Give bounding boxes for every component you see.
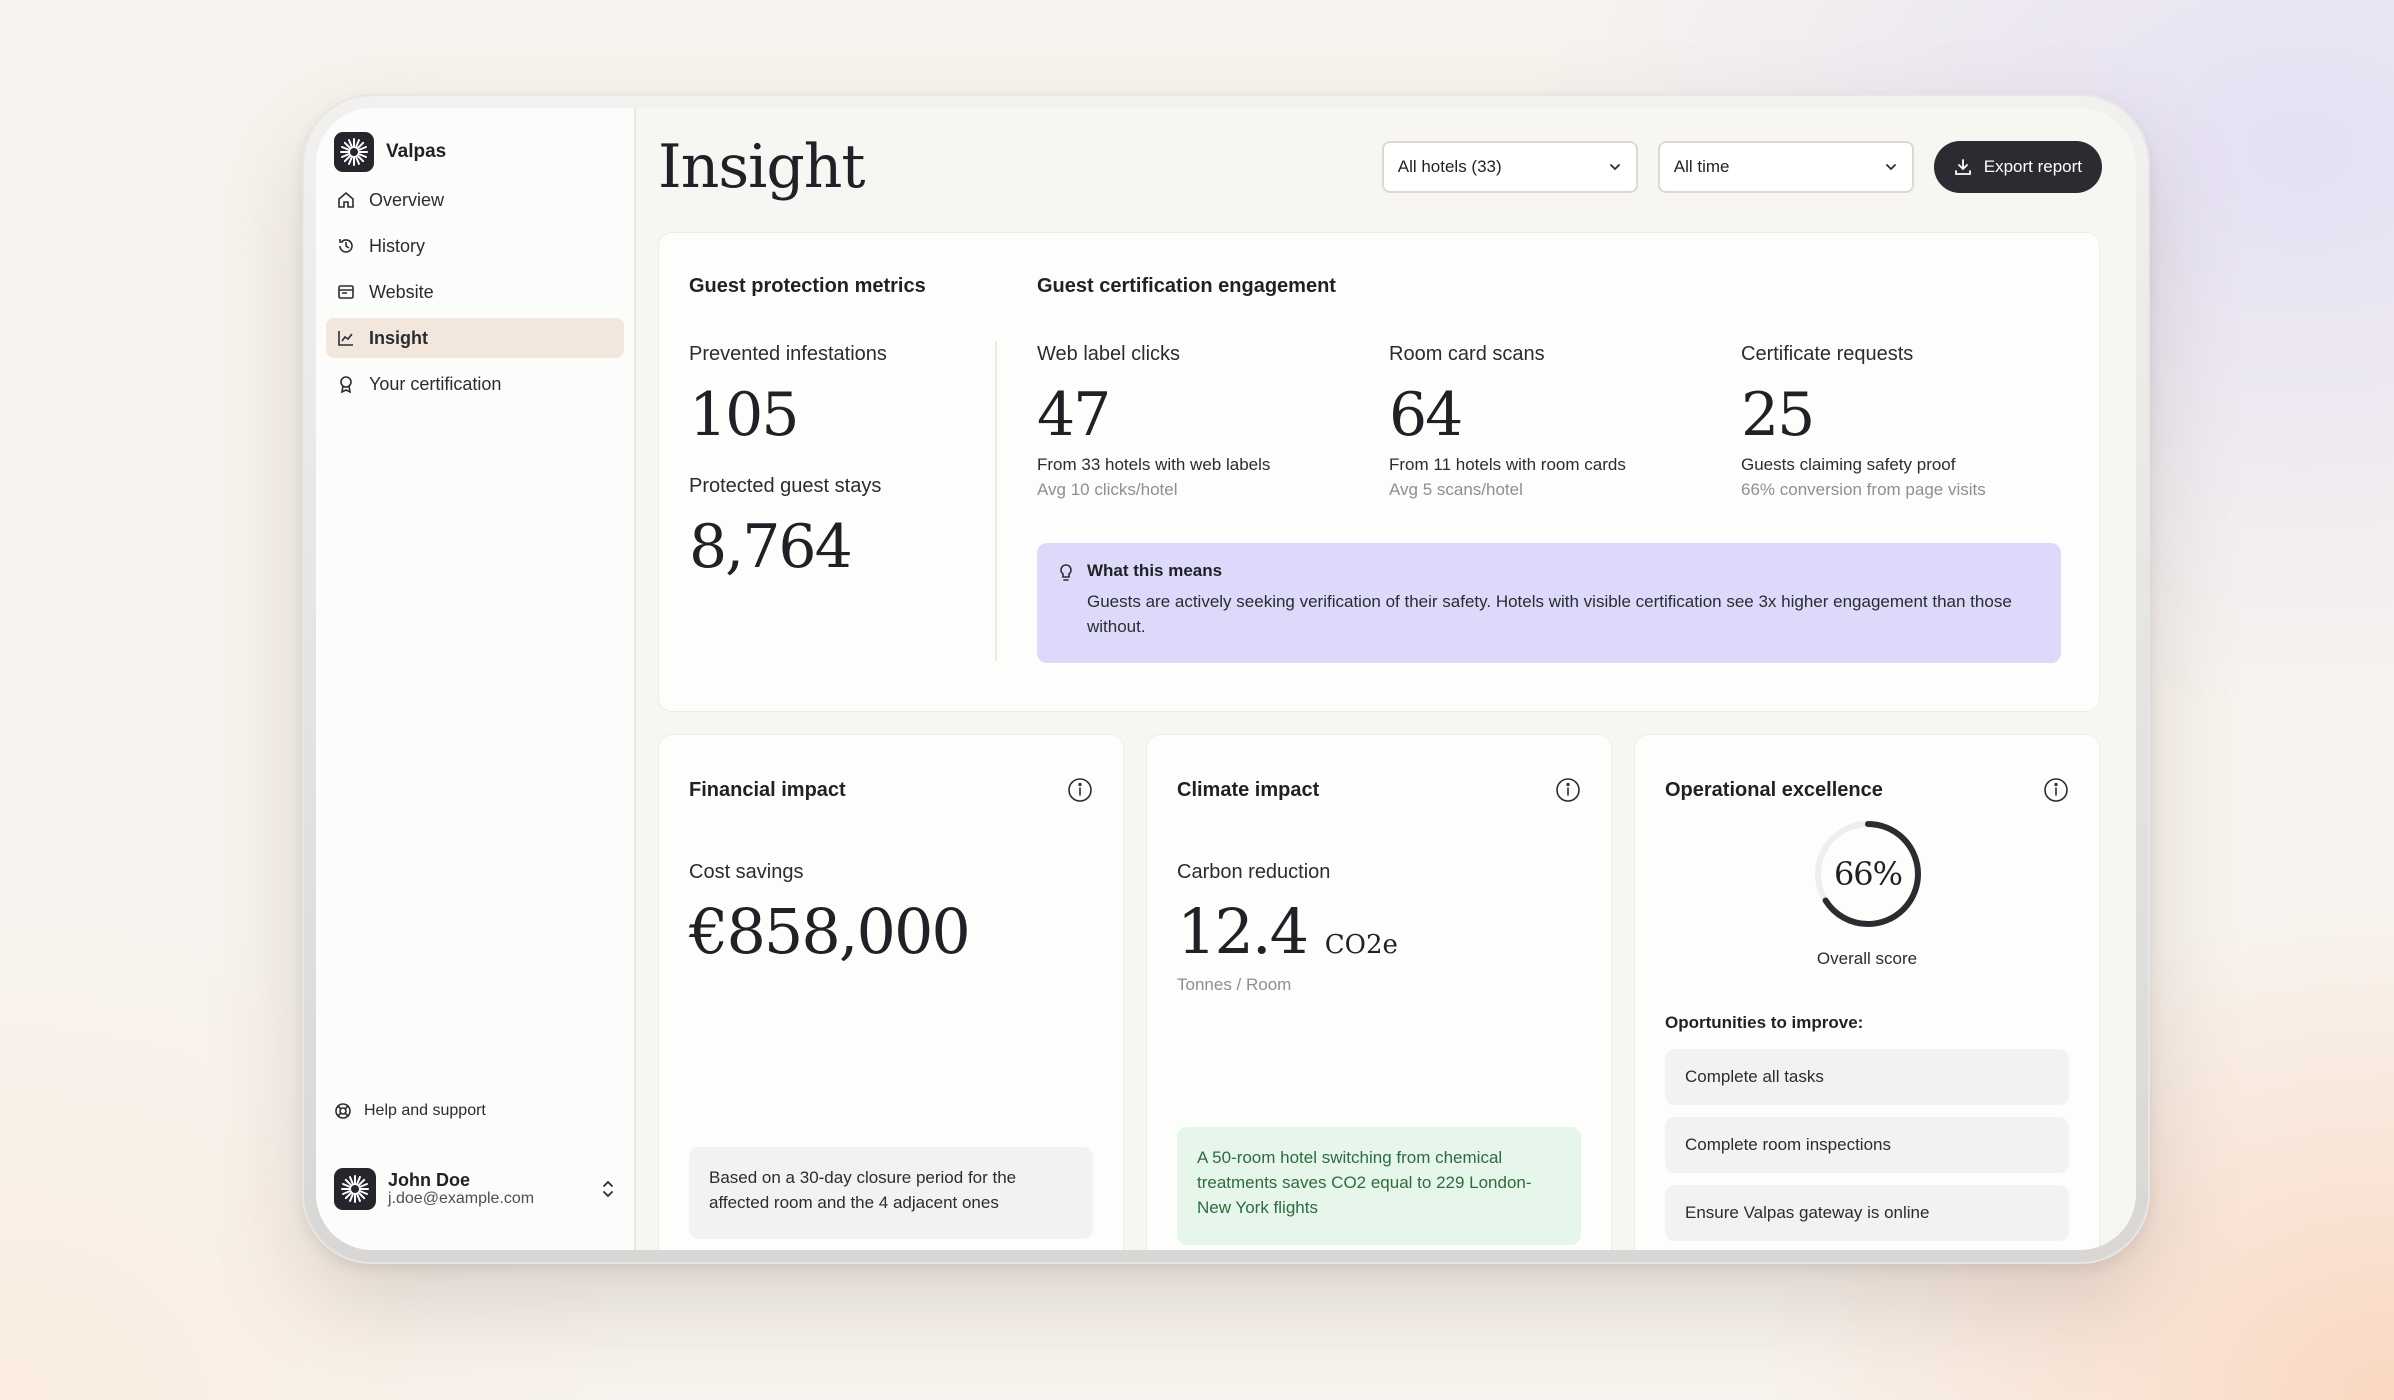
room-scans-label: Room card scans [1389,343,1545,365]
sidebar-item-label: History [369,235,426,256]
financial-impact-card: Financial impact Cost savings €858,000 B… [658,734,1124,1250]
lightbulb-icon [1060,564,1072,581]
brand[interactable]: Valpas [326,130,624,174]
opportunities-title: Oportunities to improve: [1665,1013,1864,1032]
climate-title: Climate impact [1177,779,1320,801]
sidebar-item-label: Website [369,281,434,302]
info-icon[interactable] [1555,777,1581,803]
tablet-frame: Valpas Overview History Website Insight [302,94,2150,1264]
carbon-label: Carbon reduction [1177,861,1331,883]
web-clicks-label: Web label clicks [1037,343,1181,365]
user-menu[interactable]: John Doe j.doe@example.com [334,1168,616,1210]
cost-savings-label: Cost savings [689,861,804,883]
opportunity-item[interactable]: Complete room inspections [1665,1117,2069,1173]
hotels-select-value: All hotels (33) [1397,157,1502,176]
financial-title: Financial impact [689,779,846,801]
carbon-number: 12.4 [1177,895,1309,968]
prevented-value: 105 [689,380,800,450]
cert-requests-label: Certificate requests [1741,343,1914,365]
carbon-sub: Tonnes / Room [1177,975,1292,994]
brand-name: Valpas [386,141,447,162]
cert-requests-value: 25 [1741,380,1815,450]
sidebar-item-website[interactable]: Website [326,272,624,312]
avatar [334,1168,376,1210]
sidebar-item-overview[interactable]: Overview [326,180,624,220]
browser-icon [338,285,354,299]
score-gauge-arc [1815,821,1921,927]
info-icon[interactable] [2043,777,2069,803]
download-icon [1954,159,1971,175]
hotels-select[interactable]: All hotels (33) [1381,141,1638,193]
sidebar: Valpas Overview History Website Insight [316,108,636,1250]
score-label: Overall score [1816,949,1918,968]
info-icon[interactable] [1067,777,1093,803]
cost-savings-value: €858,000 [689,895,971,968]
carbon-unit: CO2e [1324,930,1398,960]
climate-impact-card: Climate impact Carbon reduction 12.4 CO2… [1146,734,1612,1250]
home-icon [338,191,354,208]
stays-label: Protected guest stays [689,475,882,497]
score-gauge: 66% [1815,821,1921,927]
prevented-label: Prevented infestations [689,343,887,365]
export-report-label: Export report [1983,157,2082,176]
callout-text: Guests are actively seeking verification… [1087,592,2012,636]
export-report-button[interactable]: Export report [1933,141,2102,193]
user-email: j.doe@example.com [388,1190,535,1207]
page-title: Insight [658,132,865,202]
help-and-support-link[interactable]: Help and support [334,1102,486,1120]
chart-icon [338,331,353,346]
sidebar-item-insight[interactable]: Insight [326,318,624,358]
operational-excellence-card: Operational excellence 66% Overall score… [1634,734,2100,1250]
sidebar-item-certification[interactable]: Your certification [326,364,624,404]
opportunity-item[interactable]: Ensure Valpas gateway is online [1665,1185,2069,1241]
time-select[interactable]: All time [1657,141,1914,193]
cert-requests-sub: Guests claiming safety proof [1741,455,1956,474]
filters: All hotels (33) All time Export report [1381,141,2102,193]
what-this-means-callout: What this means Guests are actively seek… [1037,543,2061,663]
user-name: John Doe [388,1170,471,1190]
room-scans-value: 64 [1389,380,1463,450]
opportunity-item[interactable]: Complete all tasks [1665,1049,2069,1105]
sidebar-item-history[interactable]: History [326,226,624,266]
room-scans-avg: Avg 5 scans/hotel [1389,480,1523,499]
app-screen: Valpas Overview History Website Insight [316,108,2136,1250]
sidebar-item-label: Your certification [369,373,502,394]
lifebuoy-icon [335,1103,351,1119]
room-scans-sub: From 11 hotels with room cards [1389,455,1626,474]
time-select-value: All time [1673,157,1730,176]
chevron-down-icon [1885,164,1896,171]
valpas-logo-icon [334,132,374,172]
chevron-up-down-icon[interactable] [600,1178,616,1200]
chevron-down-icon [1609,164,1620,171]
history-icon [339,239,353,253]
score-text: 66% [1834,855,1902,893]
badge-icon [340,376,352,393]
web-clicks-value: 47 [1037,380,1111,450]
stays-value: 8,764 [689,512,853,582]
help-label: Help and support [364,1102,486,1119]
operational-title: Operational excellence [1665,779,1883,801]
web-clicks-avg: Avg 10 clicks/hotel [1037,480,1178,499]
sidebar-item-label: Insight [369,327,428,348]
sidebar-nav: Overview History Website Insight Your ce… [326,180,624,404]
climate-note: A 50-room hotel switching from chemical … [1177,1127,1581,1245]
protection-title: Guest protection metrics [689,275,926,297]
user-info: John Doe j.doe@example.com [388,1170,534,1208]
metrics-card: Guest protection metrics Prevented infes… [658,232,2100,712]
engagement-title: Guest certification engagement [1037,275,1336,297]
financial-note: Based on a 30-day closure period for the… [689,1147,1093,1239]
callout-title: What this means [1087,561,1223,580]
sidebar-item-label: Overview [369,189,445,210]
carbon-value: 12.4 CO2e [1177,897,1398,980]
main-content: Insight All hotels (33) All time Export … [636,108,2136,1250]
web-clicks-sub: From 33 hotels with web labels [1037,455,1271,474]
divider [995,341,997,661]
topbar: Insight All hotels (33) All time Export … [658,108,2102,226]
cert-requests-conversion: 66% conversion from page visits [1741,480,1986,499]
